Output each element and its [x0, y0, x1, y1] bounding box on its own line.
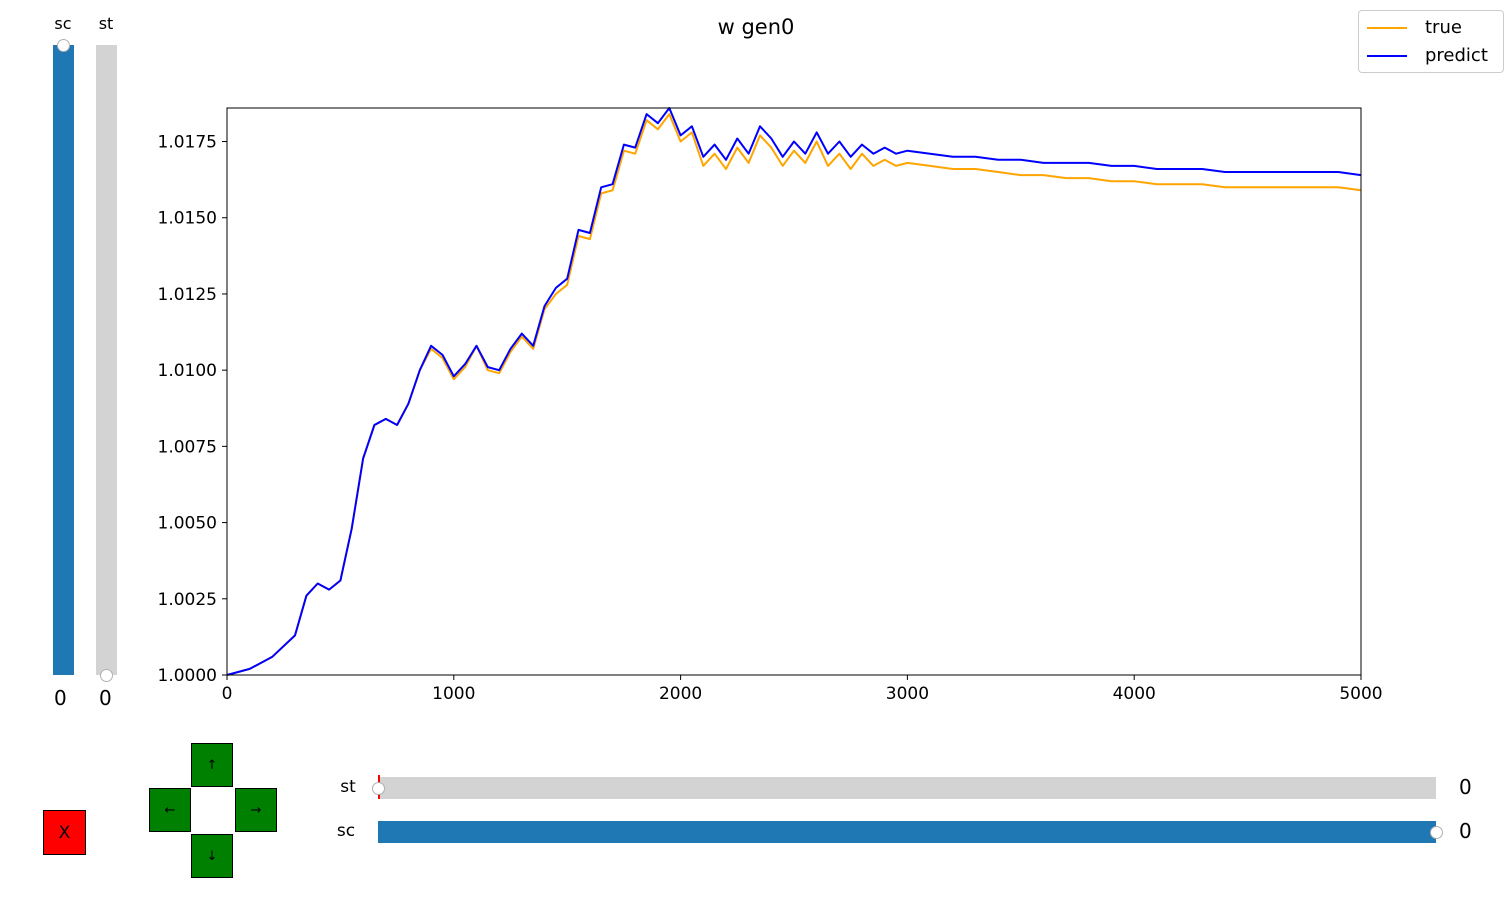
vslider-st-value: 0	[99, 686, 112, 710]
y-tick-label: 1.0125	[158, 285, 217, 305]
legend-swatch-predict	[1367, 54, 1407, 57]
arrow-left-icon: ←	[164, 802, 176, 818]
y-tick-label: 1.0000	[158, 666, 217, 686]
legend-label-predict: predict	[1425, 45, 1488, 66]
y-tick-label: 1.0025	[158, 590, 217, 610]
axis-ticks: 0 1000 2000 3000 4000 5000 1.0000 1.0025 1.0050 1…	[158, 133, 1383, 704]
y-tick-label: 1.0150	[158, 209, 217, 229]
hslider-st-label: st	[340, 777, 356, 797]
y-tick-label: 1.0050	[158, 514, 217, 534]
chart-title: w gen0	[717, 15, 795, 39]
plot-frame	[226, 107, 1362, 676]
vslider-st-track[interactable]	[96, 45, 117, 675]
x-tick-label: 5000	[1339, 684, 1382, 704]
vslider-st-handle[interactable]	[100, 669, 113, 682]
legend-label-true: true	[1425, 17, 1462, 38]
x-tick-label: 3000	[886, 684, 929, 704]
hslider-sc-fill	[378, 821, 1436, 843]
vslider-sc-handle[interactable]	[57, 39, 70, 52]
x-tick-label: 1000	[432, 684, 475, 704]
dpad-left-button[interactable]: ←	[149, 788, 191, 832]
hslider-sc-track[interactable]	[378, 821, 1436, 843]
close-button-label: X	[58, 822, 71, 843]
dpad-right-button[interactable]: →	[235, 788, 277, 832]
vslider-sc-value: 0	[54, 686, 67, 710]
series-line-true	[226, 113, 1362, 676]
legend-swatch-true	[1367, 26, 1407, 29]
series-lines	[226, 107, 1362, 676]
hslider-st-track[interactable]	[378, 777, 1436, 799]
hslider-sc-value: 0	[1459, 819, 1472, 843]
x-tick-label: 0	[222, 684, 233, 704]
chart-legend: true predict	[1358, 10, 1504, 73]
series-line-predict	[226, 107, 1362, 676]
vslider-sc-label: sc	[54, 14, 72, 33]
y-tick-label: 1.0100	[158, 361, 217, 381]
hslider-st-handle[interactable]	[372, 782, 385, 795]
arrow-right-icon: →	[250, 802, 262, 818]
y-tick-label: 1.0075	[158, 437, 217, 457]
vslider-st-label: st	[98, 14, 114, 33]
y-tick-label: 1.0175	[158, 133, 217, 153]
hslider-sc-handle[interactable]	[1430, 826, 1443, 839]
dpad-down-button[interactable]: ↓	[191, 834, 233, 878]
x-tick-label: 2000	[659, 684, 702, 704]
hslider-sc-label: sc	[336, 821, 356, 841]
arrow-up-icon: ↑	[206, 757, 218, 773]
close-button[interactable]: X	[43, 810, 86, 855]
vslider-sc-track[interactable]	[53, 45, 74, 675]
x-tick-label: 4000	[1113, 684, 1156, 704]
arrow-down-icon: ↓	[206, 848, 218, 864]
dpad-up-button[interactable]: ↑	[191, 743, 233, 787]
legend-item-predict: predict	[1367, 45, 1488, 66]
hslider-st-value: 0	[1459, 775, 1472, 799]
legend-item-true: true	[1367, 17, 1462, 38]
vslider-sc-fill	[53, 45, 74, 675]
